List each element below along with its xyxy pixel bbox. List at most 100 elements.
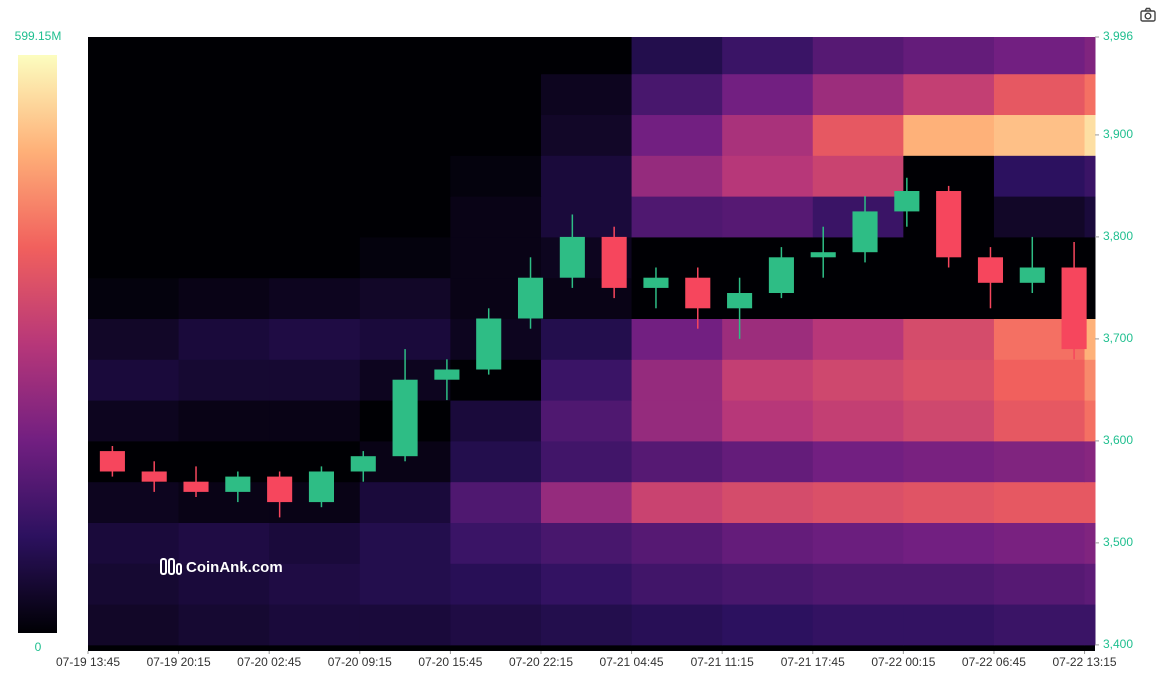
heat-cell	[1084, 73, 1096, 116]
camera-icon[interactable]	[1140, 7, 1156, 22]
heat-cell	[1084, 37, 1096, 75]
heat-cell	[903, 604, 995, 646]
heat-cell	[631, 73, 723, 116]
heat-cell	[993, 400, 1086, 442]
y-tick-label: 3,800	[1103, 229, 1133, 243]
heat-cell	[722, 522, 814, 564]
x-tick-label: 07-20 22:15	[509, 655, 573, 669]
heat-cell	[631, 114, 723, 156]
heat-cell	[903, 37, 995, 75]
candle-body	[1019, 267, 1045, 283]
heat-cell	[88, 196, 180, 238]
candle-body	[601, 236, 627, 288]
heat-cell	[1084, 114, 1096, 156]
heat-cell	[993, 196, 1086, 238]
heat-cell	[178, 522, 270, 564]
heat-cell	[269, 114, 361, 156]
heat-cell	[540, 37, 633, 75]
heat-cell	[88, 359, 180, 401]
watermark-logo	[160, 558, 182, 575]
heat-cell	[993, 73, 1086, 116]
candle-body	[350, 456, 376, 472]
x-tick-label: 07-21 17:45	[781, 655, 845, 669]
heat-cell	[722, 440, 814, 483]
heat-cell	[178, 277, 270, 320]
heat-cell	[993, 522, 1086, 564]
heat-cell	[88, 155, 180, 197]
candle-body	[99, 451, 125, 472]
heat-cell	[269, 563, 361, 605]
heat-cell	[812, 155, 904, 197]
heat-cell	[903, 400, 995, 442]
heat-cell	[540, 155, 633, 197]
heat-cell	[178, 37, 270, 75]
heat-cell	[540, 318, 633, 360]
heat-cell	[88, 522, 180, 564]
heat-cell	[1084, 440, 1096, 483]
heat-cell	[1084, 277, 1096, 320]
heat-cell	[631, 400, 723, 442]
candle-body	[141, 471, 167, 482]
heat-cell	[722, 236, 814, 279]
candle-body	[643, 277, 669, 288]
heat-cell	[450, 563, 542, 605]
y-tick-label: 3,500	[1103, 535, 1133, 549]
heat-cell	[1084, 522, 1096, 564]
heat-cell	[812, 440, 904, 483]
heat-cell	[178, 359, 270, 401]
heat-cell	[722, 114, 814, 156]
heat-cell	[903, 318, 995, 360]
candle-body	[308, 471, 335, 503]
heat-cell	[359, 481, 451, 523]
heat-cell	[178, 196, 270, 238]
heat-cell	[540, 400, 633, 442]
heat-cell	[993, 359, 1086, 401]
heat-cell	[722, 196, 814, 238]
heat-cell	[993, 155, 1086, 197]
heat-cell	[1084, 359, 1096, 401]
heat-cell	[269, 196, 361, 238]
heat-cell	[540, 73, 633, 116]
heat-cell	[269, 277, 361, 320]
heat-cell	[269, 318, 361, 360]
heat-cell	[540, 604, 633, 646]
heat-cell	[450, 400, 542, 442]
heat-cell	[359, 236, 451, 279]
heat-cell	[631, 481, 723, 523]
heat-cell	[722, 73, 814, 116]
x-tick-label: 07-19 20:15	[147, 655, 211, 669]
y-tick-label: 3,996	[1103, 29, 1133, 43]
heat-cell	[1084, 400, 1096, 442]
heat-cell	[993, 604, 1086, 646]
candle-body	[685, 277, 711, 309]
heat-cell	[450, 196, 542, 238]
heat-cell	[269, 236, 361, 279]
heat-cell	[812, 400, 904, 442]
heat-cell	[903, 73, 995, 116]
heat-cell	[88, 400, 180, 442]
heat-cell	[269, 155, 361, 197]
heat-cell	[540, 563, 633, 605]
heat-cell	[722, 481, 814, 523]
heat-cell	[450, 440, 542, 483]
heat-cell	[269, 400, 361, 442]
candle-body	[517, 277, 544, 319]
heat-cell	[722, 400, 814, 442]
heat-cell	[903, 563, 995, 605]
candle-body	[810, 252, 836, 258]
heat-cell	[631, 604, 723, 646]
candle-body	[768, 257, 794, 294]
y-tick-label: 3,900	[1103, 127, 1133, 141]
heat-cell	[631, 155, 723, 197]
heat-cell	[540, 114, 633, 156]
heat-cell	[812, 318, 904, 360]
heat-cell	[88, 277, 180, 320]
heat-cell	[178, 604, 270, 646]
heat-cell	[903, 114, 995, 156]
heat-cell	[269, 359, 361, 401]
heat-cell	[631, 359, 723, 401]
heat-cell	[631, 522, 723, 564]
heat-cell	[812, 481, 904, 523]
candle-body	[267, 476, 293, 503]
